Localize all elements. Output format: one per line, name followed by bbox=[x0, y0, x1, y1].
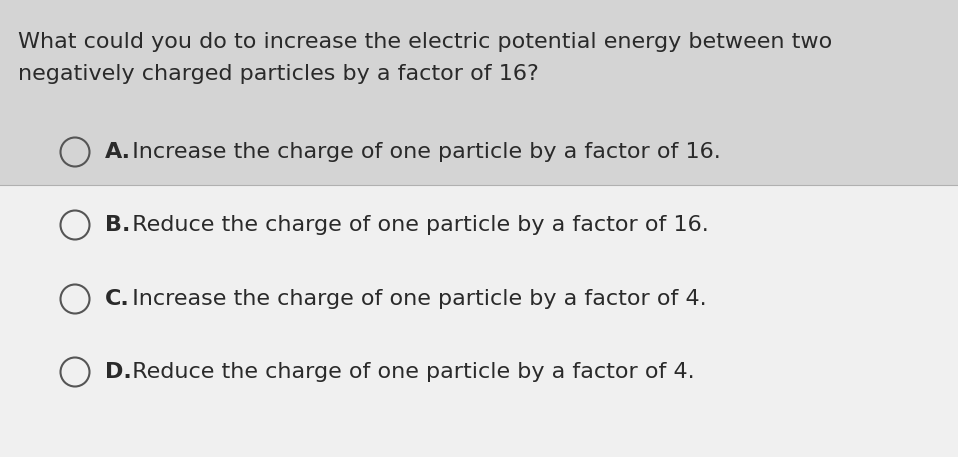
Bar bbox=[0, 185, 958, 457]
Bar bbox=[0, 0, 958, 185]
Text: Increase the charge of one particle by a factor of 4.: Increase the charge of one particle by a… bbox=[118, 289, 707, 309]
Text: B.: B. bbox=[105, 215, 130, 235]
Text: Reduce the charge of one particle by a factor of 4.: Reduce the charge of one particle by a f… bbox=[118, 362, 695, 382]
Text: D.: D. bbox=[105, 362, 132, 382]
Text: Increase the charge of one particle by a factor of 16.: Increase the charge of one particle by a… bbox=[118, 142, 720, 162]
Text: negatively charged particles by a factor of 16?: negatively charged particles by a factor… bbox=[18, 64, 538, 84]
Text: Reduce the charge of one particle by a factor of 16.: Reduce the charge of one particle by a f… bbox=[118, 215, 709, 235]
Text: A.: A. bbox=[105, 142, 131, 162]
Text: What could you do to increase the electric potential energy between two: What could you do to increase the electr… bbox=[18, 32, 833, 52]
Text: C.: C. bbox=[105, 289, 129, 309]
